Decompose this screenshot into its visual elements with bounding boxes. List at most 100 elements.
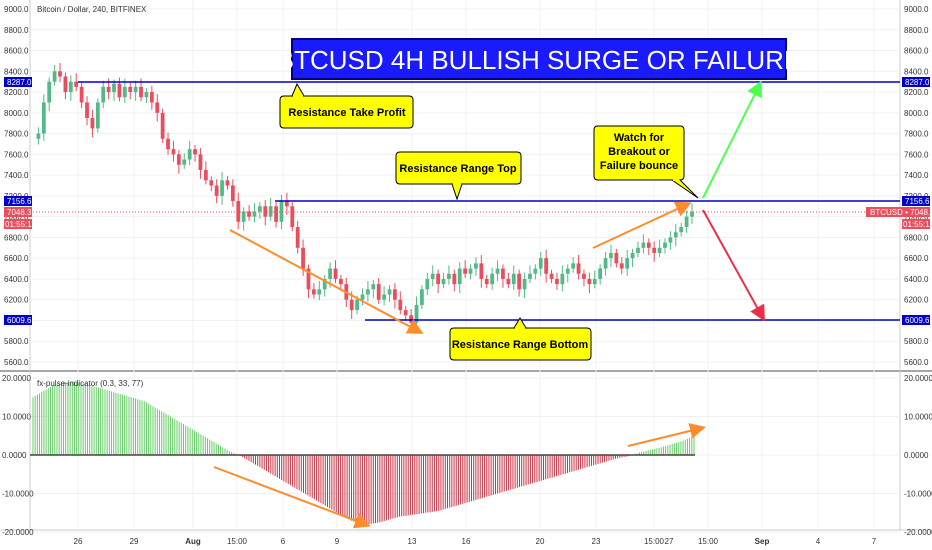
time-tick-label: Sep — [755, 537, 770, 546]
candle-body — [193, 149, 197, 155]
candle-body — [630, 252, 635, 259]
candle-body — [236, 201, 241, 222]
watch-line-1: Watch for — [614, 132, 665, 144]
indicator-tick-label: 0.0000 — [2, 451, 27, 460]
indicator-label[interactable]: fx-pulse-indicator (0.3, 33, 77) — [37, 379, 144, 388]
candle-body — [171, 149, 176, 155]
candle-body — [52, 71, 57, 82]
price-tick-label: 6200.0 — [4, 296, 29, 305]
candle-body — [549, 273, 554, 279]
candle-body — [182, 159, 187, 165]
candle-body — [609, 252, 613, 259]
candle-body — [511, 273, 516, 285]
take-profit-label: Resistance Take Profit — [288, 107, 406, 119]
candle-body — [241, 211, 246, 222]
candle-body — [339, 278, 343, 285]
indicator-axis-left: 20.0000 10.0000 0.0000 -10.0000 -20.0000 — [2, 374, 34, 537]
candle-body — [360, 294, 365, 300]
price-tick-label: 6200.0 — [904, 296, 929, 305]
candle-body — [376, 284, 381, 300]
price-tick-label: 5600.0 — [4, 358, 29, 367]
candle-body — [328, 268, 332, 279]
candle-body — [679, 227, 684, 233]
candle-body — [463, 268, 468, 274]
time-tick-label: 15:00 — [227, 537, 248, 546]
time-tick-label: 23 — [592, 537, 601, 546]
candle-body — [90, 118, 95, 129]
candle-body — [74, 81, 79, 87]
range-bottom-label: Resistance Range Bottom — [452, 339, 589, 351]
candle-body — [290, 206, 295, 228]
price-tick-label: 6600.0 — [4, 254, 29, 263]
candle-body — [517, 273, 522, 290]
candle-body — [279, 201, 284, 222]
watch-line-2: Breakout or — [608, 146, 670, 158]
candle-body — [533, 268, 538, 274]
candle-body — [117, 83, 122, 98]
price-tick-label: 8800.0 — [4, 26, 29, 35]
candle-body — [565, 268, 570, 274]
candle-body — [474, 263, 478, 269]
price-tick-label: 9000.0 — [4, 5, 29, 14]
price-tick-label: 6800.0 — [904, 233, 929, 242]
pulse-histogram — [32, 381, 695, 525]
failure-arrow — [702, 209, 765, 322]
candle-body — [582, 273, 586, 279]
right-range-bottom-badge: 6009.6 — [905, 316, 930, 325]
indicator-tick-label: -20.0000 — [904, 528, 932, 537]
right-range-top-badge: 7156.6 — [905, 197, 930, 206]
time-tick-label: 13 — [408, 537, 417, 546]
price-tick-label: 8800.0 — [904, 26, 929, 35]
candle-body — [311, 289, 316, 295]
candle-body — [214, 185, 219, 196]
time-tick-label: 27 — [665, 537, 674, 546]
price-tick-label: 8600.0 — [4, 47, 29, 56]
time-tick-label: 6 — [281, 537, 286, 546]
candle-body — [403, 310, 408, 316]
candle-body — [355, 299, 359, 311]
watch-line-3: Failure bounce — [600, 160, 678, 172]
candle-body — [636, 247, 640, 253]
candle-body — [263, 206, 268, 217]
candle-body — [398, 299, 403, 311]
indicator-tick-label: -20.0000 — [2, 528, 34, 537]
range-top-label: Resistance Range Top — [399, 163, 516, 175]
candle-body — [101, 86, 106, 103]
candle-body — [47, 81, 52, 103]
right-take-profit-badge: 8287.0 — [905, 78, 930, 87]
candle-body — [295, 227, 300, 248]
candle-body — [68, 81, 73, 93]
candle-body — [252, 211, 257, 217]
time-tick-label: 4 — [816, 537, 821, 546]
price-tick-label: 5800.0 — [904, 337, 929, 346]
price-tick-label: 8200.0 — [904, 88, 929, 97]
candle-body — [220, 180, 224, 196]
candle-body — [387, 289, 392, 295]
price-tick-label: 7000.0 — [904, 213, 929, 222]
symbol-header[interactable]: Bitcoin / Dollar, 240, BITFINEX — [37, 5, 147, 14]
price-tick-label: 8000.0 — [904, 109, 929, 118]
candle-body — [409, 315, 414, 323]
candle-body — [603, 258, 608, 269]
price-tick-label: 7400.0 — [4, 171, 29, 180]
price-tick-label: 7600.0 — [904, 150, 929, 159]
candle-body — [317, 289, 322, 295]
candle-body — [528, 273, 532, 279]
candle-body — [209, 180, 214, 186]
indicator-down-arrow — [213, 466, 371, 529]
candle-body — [576, 263, 581, 274]
candle-body — [41, 102, 46, 134]
candle-body — [95, 102, 100, 129]
candle-body — [641, 242, 646, 248]
current-price-badge: 7048.3 — [7, 208, 32, 217]
candle-body — [85, 102, 89, 119]
candle-body — [371, 284, 376, 290]
indicator-tick-label: 10.0000 — [904, 413, 932, 422]
indicator-pane[interactable] — [30, 372, 900, 530]
candle-body — [571, 263, 576, 269]
candle-body — [447, 273, 451, 279]
candle-body — [538, 258, 543, 269]
price-tick-label: 6400.0 — [904, 275, 929, 284]
candle-body — [506, 278, 511, 285]
